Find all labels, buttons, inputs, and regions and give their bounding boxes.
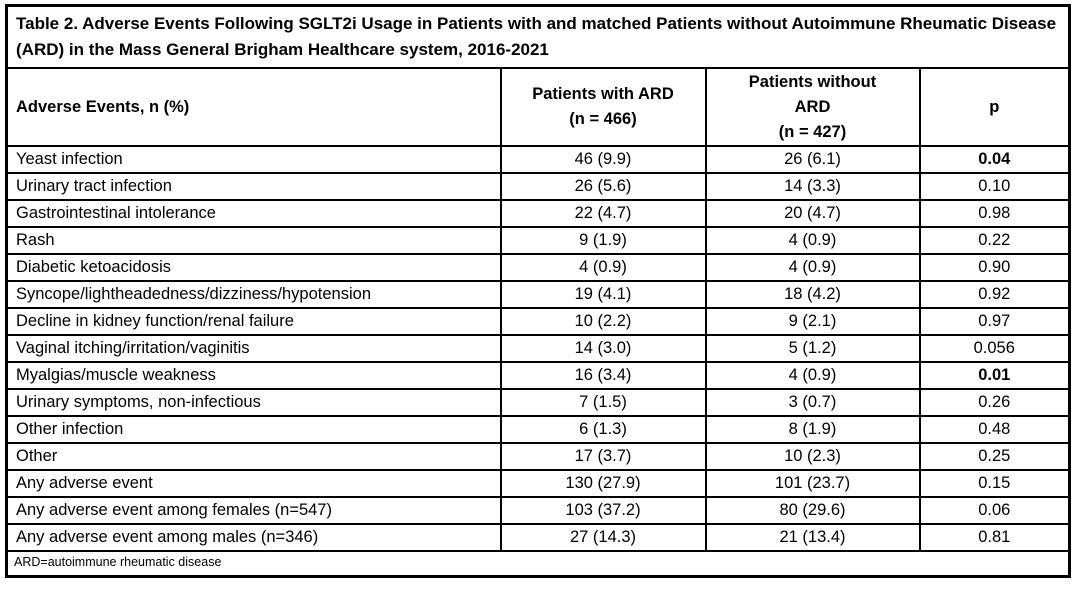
header-without-ard: Patients without ARD (n = 427) <box>704 67 921 147</box>
table-row: Diabetic ketoacidosis 4 (0.9) 4 (0.9) 0.… <box>5 253 1071 282</box>
p-value: 0.92 <box>918 280 1071 309</box>
p-value: 0.98 <box>918 199 1071 228</box>
without-ard-value: 3 (0.7) <box>704 388 921 417</box>
without-ard-value: 4 (0.9) <box>704 226 921 255</box>
table-row: Vaginal itching/irritation/vaginitis 14 … <box>5 334 1071 363</box>
with-ard-value: 6 (1.3) <box>499 415 707 444</box>
table-row: Gastrointestinal intolerance 22 (4.7) 20… <box>5 199 1071 228</box>
adverse-event-label: Any adverse event among females (n=547) <box>5 496 502 525</box>
table-footnote: ARD=autoimmune rheumatic disease <box>5 550 1071 577</box>
footnote-row: ARD=autoimmune rheumatic disease <box>5 550 1071 577</box>
adverse-event-label: Syncope/lightheadedness/dizziness/hypote… <box>5 280 502 309</box>
header-with-ard-line2: (n = 466) <box>569 110 637 128</box>
adverse-event-label: Diabetic ketoacidosis <box>5 253 502 282</box>
p-value: 0.04 <box>918 145 1071 174</box>
p-value: 0.06 <box>918 496 1071 525</box>
with-ard-value: 16 (3.4) <box>499 361 707 390</box>
adverse-event-label: Other <box>5 442 502 471</box>
title-row: Table 2. Adverse Events Following SGLT2i… <box>5 4 1071 69</box>
adverse-event-label: Vaginal itching/irritation/vaginitis <box>5 334 502 363</box>
table-row: Syncope/lightheadedness/dizziness/hypote… <box>5 280 1071 309</box>
adverse-events-table: Table 2. Adverse Events Following SGLT2i… <box>5 4 1072 578</box>
adverse-event-label: Urinary tract infection <box>5 172 502 201</box>
without-ard-value: 18 (4.2) <box>704 280 921 309</box>
adverse-event-label: Decline in kidney function/renal failure <box>5 307 502 336</box>
with-ard-value: 19 (4.1) <box>499 280 707 309</box>
with-ard-value: 10 (2.2) <box>499 307 707 336</box>
header-p-value: p <box>918 67 1071 147</box>
without-ard-value: 21 (13.4) <box>704 523 921 552</box>
table-row: Yeast infection 46 (9.9) 26 (6.1) 0.04 <box>5 145 1071 174</box>
header-adverse-events: Adverse Events, n (%) <box>5 67 502 147</box>
without-ard-value: 10 (2.3) <box>704 442 921 471</box>
without-ard-value: 4 (0.9) <box>704 253 921 282</box>
header-without-ard-line1: Patients without <box>748 72 877 91</box>
table-row: Any adverse event among females (n=547) … <box>5 496 1071 525</box>
p-value: 0.22 <box>918 226 1071 255</box>
table-row: Other infection 6 (1.3) 8 (1.9) 0.48 <box>5 415 1071 444</box>
table-row: Rash 9 (1.9) 4 (0.9) 0.22 <box>5 226 1071 255</box>
adverse-event-label: Other infection <box>5 415 502 444</box>
with-ard-value: 22 (4.7) <box>499 199 707 228</box>
table-row: Myalgias/muscle weakness 16 (3.4) 4 (0.9… <box>5 361 1071 390</box>
without-ard-value: 8 (1.9) <box>704 415 921 444</box>
without-ard-value: 14 (3.3) <box>704 172 921 201</box>
adverse-event-label: Urinary symptoms, non-infectious <box>5 388 502 417</box>
p-value: 0.90 <box>918 253 1071 282</box>
p-value: 0.97 <box>918 307 1071 336</box>
header-row: Adverse Events, n (%) Patients with ARD … <box>5 67 1071 147</box>
without-ard-value: 80 (29.6) <box>704 496 921 525</box>
header-without-ard-line3: (n = 427) <box>778 122 847 141</box>
p-value: 0.81 <box>918 523 1071 552</box>
adverse-event-label: Any adverse event <box>5 469 502 498</box>
with-ard-value: 26 (5.6) <box>499 172 707 201</box>
table-title: Table 2. Adverse Events Following SGLT2i… <box>5 4 1071 69</box>
with-ard-value: 46 (9.9) <box>499 145 707 174</box>
adverse-event-label: Gastrointestinal intolerance <box>5 199 502 228</box>
adverse-event-label: Any adverse event among males (n=346) <box>5 523 502 552</box>
with-ard-value: 4 (0.9) <box>499 253 707 282</box>
with-ard-value: 14 (3.0) <box>499 334 707 363</box>
with-ard-value: 27 (14.3) <box>499 523 707 552</box>
header-with-ard-line1: Patients with ARD <box>532 85 674 103</box>
header-with-ard: Patients with ARD (n = 466) <box>499 67 707 147</box>
p-value: 0.01 <box>918 361 1071 390</box>
p-value: 0.056 <box>918 334 1071 363</box>
p-value: 0.10 <box>918 172 1071 201</box>
adverse-event-label: Rash <box>5 226 502 255</box>
p-value: 0.26 <box>918 388 1071 417</box>
table-row: Urinary symptoms, non-infectious 7 (1.5)… <box>5 388 1071 417</box>
without-ard-value: 9 (2.1) <box>704 307 921 336</box>
p-value: 0.15 <box>918 469 1071 498</box>
without-ard-value: 4 (0.9) <box>704 361 921 390</box>
table-row: Any adverse event among males (n=346) 27… <box>5 523 1071 552</box>
with-ard-value: 130 (27.9) <box>499 469 707 498</box>
with-ard-value: 9 (1.9) <box>499 226 707 255</box>
table-footer: ARD=autoimmune rheumatic disease <box>5 550 1071 577</box>
with-ard-value: 7 (1.5) <box>499 388 707 417</box>
table-row: Decline in kidney function/renal failure… <box>5 307 1071 336</box>
with-ard-value: 17 (3.7) <box>499 442 707 471</box>
without-ard-value: 26 (6.1) <box>704 145 921 174</box>
p-value: 0.25 <box>918 442 1071 471</box>
adverse-event-label: Myalgias/muscle weakness <box>5 361 502 390</box>
header-without-ard-line2: ARD <box>794 97 831 116</box>
without-ard-value: 101 (23.7) <box>704 469 921 498</box>
table-row: Any adverse event 130 (27.9) 101 (23.7) … <box>5 469 1071 498</box>
without-ard-value: 5 (1.2) <box>704 334 921 363</box>
adverse-event-label: Yeast infection <box>5 145 502 174</box>
with-ard-value: 103 (37.2) <box>499 496 707 525</box>
p-value: 0.48 <box>918 415 1071 444</box>
table-row: Urinary tract infection 26 (5.6) 14 (3.3… <box>5 172 1071 201</box>
without-ard-value: 20 (4.7) <box>704 199 921 228</box>
table-row: Other 17 (3.7) 10 (2.3) 0.25 <box>5 442 1071 471</box>
